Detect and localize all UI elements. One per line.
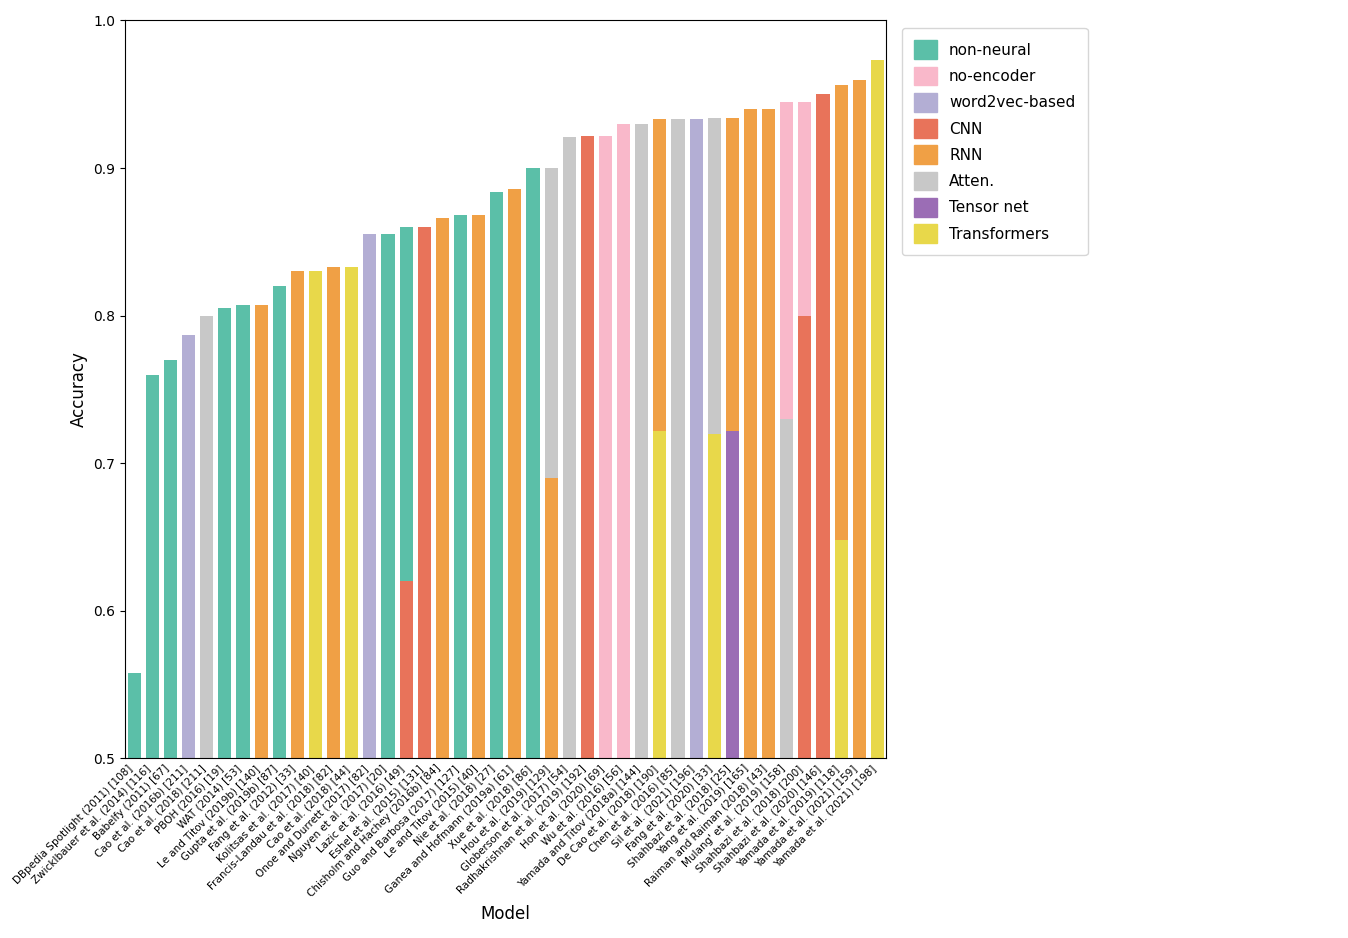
Bar (545, 168, 558, 478)
Bar (164, 360, 177, 758)
Bar (853, 80, 865, 758)
Bar (762, 109, 775, 758)
Bar (182, 335, 195, 758)
Bar (871, 60, 884, 758)
Bar (364, 234, 376, 758)
Bar (128, 673, 140, 758)
Bar (744, 109, 758, 758)
Bar (798, 315, 811, 758)
Bar (617, 124, 630, 758)
Bar (671, 119, 685, 758)
Bar (780, 101, 793, 419)
Legend: non-neural, no-encoder, word2vec-based, CNN, RNN, Atten., Tensor net, Transforme: non-neural, no-encoder, word2vec-based, … (902, 28, 1088, 255)
Bar (654, 119, 666, 431)
Bar (708, 118, 721, 433)
Bar (635, 124, 648, 758)
Bar (146, 374, 159, 758)
X-axis label: Model: Model (481, 905, 531, 923)
Bar (508, 189, 522, 758)
Bar (690, 119, 702, 758)
Bar (817, 95, 829, 758)
Bar (798, 101, 811, 315)
Bar (328, 267, 340, 758)
Bar (435, 219, 449, 758)
Bar (491, 191, 503, 758)
Bar (399, 227, 412, 582)
Bar (255, 305, 268, 758)
Bar (345, 267, 359, 758)
Bar (599, 136, 612, 758)
Bar (708, 433, 721, 758)
Bar (654, 431, 666, 758)
Bar (381, 234, 395, 758)
Bar (725, 431, 739, 758)
Bar (309, 271, 322, 758)
Bar (201, 315, 213, 758)
Bar (562, 137, 576, 758)
Y-axis label: Accuracy: Accuracy (70, 352, 88, 428)
Bar (418, 227, 431, 758)
Bar (272, 286, 286, 758)
Bar (454, 216, 466, 758)
Bar (780, 419, 793, 758)
Bar (725, 118, 739, 431)
Bar (581, 136, 594, 758)
Bar (834, 85, 848, 540)
Bar (527, 168, 539, 758)
Bar (834, 540, 848, 758)
Bar (291, 271, 303, 758)
Bar (545, 478, 558, 758)
Bar (472, 216, 485, 758)
Bar (399, 582, 412, 758)
Bar (218, 309, 232, 758)
Bar (236, 305, 249, 758)
